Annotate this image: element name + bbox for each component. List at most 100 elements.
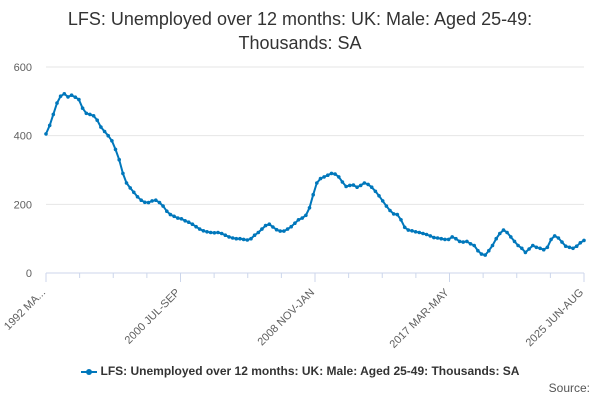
data-point [62,92,67,96]
source-label: Source: [548,381,590,395]
data-point [212,231,217,235]
data-point [110,139,114,143]
data-point [249,236,253,241]
data-point [552,234,557,238]
chart-legend[interactable]: LFS: Unemployed over 12 months: UK: Male… [0,364,600,378]
data-point [223,233,228,237]
x-tick-label: 2008 NOV-JAN [255,287,317,349]
data-point [143,200,147,205]
data-point [487,248,491,253]
data-point [531,243,535,248]
data-point [490,243,495,248]
data-point [124,181,129,185]
data-point [406,228,411,232]
data-point [523,250,528,255]
data-point [219,231,224,236]
data-point [399,218,403,222]
data-point [450,235,455,239]
data-point [413,230,418,234]
data-point [344,184,348,189]
data-point [55,101,59,105]
data-point [432,235,436,240]
data-point [505,230,509,235]
data-point [435,236,440,240]
data-point [498,231,502,236]
data-point [512,239,517,244]
chart-plot: 0 200 400 600 1992 MA... 2000 JUL-SEP 2008 NOV… [2,62,587,351]
data-point [190,222,195,226]
data-point [99,125,103,129]
data-point [241,237,246,242]
data-point [289,224,294,229]
data-point [424,232,429,237]
data-point [567,245,572,250]
data-point [51,112,56,117]
data-point [201,229,206,233]
y-tick-label: 600 [14,62,32,74]
data-point [128,186,132,190]
data-point [472,243,477,248]
data-point [494,236,499,241]
data-point [340,180,345,184]
data-point [139,198,143,202]
data-point [80,106,85,110]
data-point [168,212,173,217]
data-point [410,229,414,233]
data-point [267,222,272,226]
data-point [318,176,323,181]
data-point [384,204,389,208]
data-point [121,171,125,176]
data-point [391,212,396,216]
data-point [252,233,257,237]
x-tick-label: 2025 JUN-AUG [524,287,587,350]
data-point [179,217,184,221]
data-point [516,243,520,248]
data-point [520,246,524,251]
data-point [369,185,374,189]
chart-title-line-2: Thousands: SA [238,33,362,53]
data-point [307,206,312,210]
data-point [479,252,484,256]
data-point [501,228,506,232]
data-point [380,199,385,203]
data-point [234,236,239,241]
data-point [304,213,308,218]
data-point [271,225,275,229]
data-point [362,181,367,185]
data-point [66,95,70,99]
data-point [227,235,231,239]
data-point [315,181,319,185]
data-point [256,230,261,235]
data-point [172,214,176,219]
y-tick-label: 200 [14,199,32,211]
data-point [282,229,286,233]
data-point [88,112,92,117]
data-point [84,111,89,116]
data-point [337,175,341,179]
data-point [238,236,242,241]
data-point [417,230,422,235]
x-tick-label: 2000 JUL-SEP [123,287,183,347]
data-point [132,190,136,195]
data-point [574,244,579,248]
data-point [454,236,458,241]
data-point [443,237,447,242]
data-point [421,231,425,236]
data-point [278,229,283,233]
data-point [549,237,553,242]
y-tick-label: 0 [26,268,32,280]
data-point [205,230,209,234]
data-point [545,245,550,250]
data-point [446,237,451,242]
data-point [476,248,480,253]
data-point [77,97,81,102]
chart-title: LFS: Unemployed over 12 months: UK: Male… [0,7,600,55]
data-point [176,216,180,220]
data-point [322,175,326,179]
data-point [197,227,202,231]
data-point [117,157,121,162]
data-point [509,235,513,239]
data-point [373,189,378,194]
data-point [106,133,110,138]
